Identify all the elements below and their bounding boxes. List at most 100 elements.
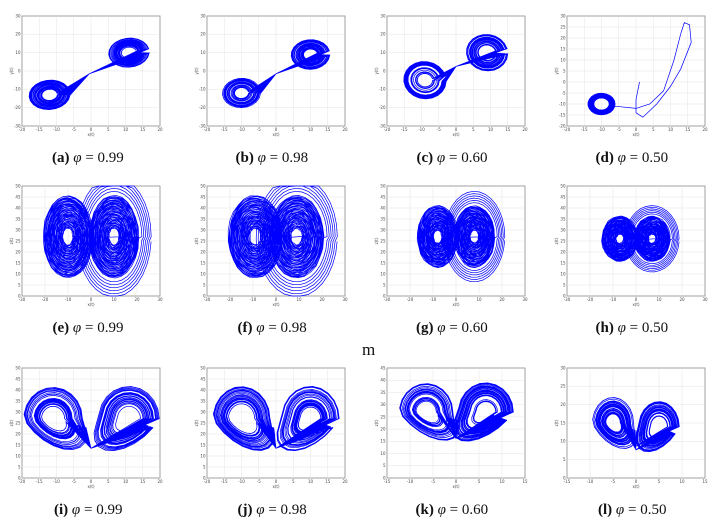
y-tick-label: 30 — [380, 13, 386, 18]
x-tick-label: 10 — [308, 479, 314, 484]
x-tick-label: 5 — [478, 479, 481, 484]
chart-svg: -20 -15 -10 -5 0 5 10 15 20 -20 -15 -10 -5 0 5 10 15 20 25… — [554, 13, 708, 137]
x-tick-label: 5 — [107, 127, 110, 132]
caption-equals: = — [85, 150, 94, 166]
y-tick-label: 0 — [383, 68, 386, 73]
y-tick-label: 10 — [380, 451, 386, 456]
caption-equals: = — [629, 320, 639, 336]
x-tick-label: 0 — [90, 479, 93, 484]
y-tick-label: 0 — [203, 68, 206, 73]
trajectory-line — [403, 34, 509, 100]
y-tick-label: 0 — [203, 475, 206, 480]
caption-equals: = — [268, 502, 277, 518]
y-tick-label: 40 — [380, 378, 386, 383]
x-tick-label: -20 — [407, 297, 414, 302]
chart-svg: -15 -10 -5 0 5 10 15 0 5 10 15 20 25 30 35 40 45 x(t) z(t) — [374, 365, 528, 489]
chart-svg: -20 -15 -10 -5 0 5 10 15 20-30-20-100102030x(t)y… — [374, 13, 528, 137]
phi-symbol: φ — [437, 320, 446, 336]
x-tick-label: -10 — [407, 479, 414, 484]
x-tick-label: -15 — [564, 479, 571, 484]
x-tick-label: -10 — [53, 479, 60, 484]
phi-symbol: φ — [257, 150, 266, 166]
x-tick-label: 5 — [107, 479, 110, 484]
x-tick-label: -20 — [19, 479, 26, 484]
chart-panel-7: -30 -20 -10 0 10 20 30 0 5 10 15 20 25 30 35 40 45 50 x(t)… — [554, 183, 709, 308]
x-tick-label: 15 — [325, 479, 331, 484]
y-tick-label: 45 — [15, 376, 21, 381]
x-tick-label: -15 — [401, 127, 408, 132]
y-tick-label: 25 — [560, 384, 566, 389]
phi-value: 0.99 — [96, 502, 123, 518]
y-tick-label: 30 — [560, 13, 566, 18]
x-tick-label: 30 — [157, 297, 163, 302]
y-tick-label: 5 — [203, 282, 206, 287]
phi-value: 0.50 — [641, 320, 669, 336]
y-tick-label: 5 — [563, 457, 566, 462]
y-tick-label: 10 — [15, 50, 21, 55]
x-tick-label: -15 — [36, 479, 43, 484]
phi-symbol: φ — [617, 150, 626, 166]
phi-symbol: φ — [617, 320, 626, 336]
y-tick-label: 30 — [15, 13, 21, 18]
phi-value: 0.60 — [461, 502, 489, 518]
x-tick-label: 15 — [140, 479, 146, 484]
panel-caption: (h) φ = 0.50 — [596, 320, 669, 337]
y-tick-label: 15 — [560, 420, 566, 425]
y-tick-label: 50 — [380, 183, 386, 188]
trajectory-line — [601, 205, 680, 273]
panel-caption: (i) φ = 0.99 — [54, 502, 122, 519]
caption-equals: = — [449, 320, 458, 336]
y-tick-label: 0 — [563, 79, 566, 84]
x-tick-label: 30 — [702, 297, 708, 302]
y-tick-label: 25 — [560, 238, 566, 243]
x-tick-label: -5 — [437, 127, 441, 132]
x-tick-label: 15 — [325, 127, 331, 132]
y-tick-label: 25 — [15, 420, 21, 425]
x-axis-label: x(t) — [452, 302, 459, 307]
y-tick-label: 30 — [380, 227, 386, 232]
y-tick-label: 20 — [15, 249, 21, 254]
x-tick-label: -10 — [418, 127, 425, 132]
y-tick-label: 20 — [560, 35, 566, 40]
x-tick-label: 0 — [635, 297, 638, 302]
x-tick-label: -20 — [42, 297, 49, 302]
caption-equals: = — [83, 502, 93, 518]
trajectory-line — [592, 397, 680, 453]
y-axis-label: y(t) — [194, 67, 199, 74]
x-tick-label: -30 — [204, 297, 211, 302]
y-tick-label: 5 — [563, 68, 566, 73]
trajectory-line — [587, 22, 692, 118]
chart-svg: -30 -20 -10 0 10 20 30 0 5 10 15 20 25 30 35 40 45 50 x(t)… — [9, 183, 163, 307]
x-tick-label: -10 — [587, 479, 594, 484]
y-tick-label: 10 — [15, 271, 21, 276]
x-axis-label: x(t) — [272, 302, 279, 307]
x-tick-label: 5 — [292, 127, 295, 132]
x-tick-label: -5 — [257, 127, 261, 132]
caption-label: (j) — [237, 502, 253, 518]
x-tick-label: 10 — [123, 479, 129, 484]
trajectory-line — [28, 37, 150, 110]
y-tick-label: 30 — [15, 227, 21, 232]
y-tick-label: -30 — [379, 123, 386, 128]
y-tick-label: 10 — [200, 271, 206, 276]
y-tick-label: 10 — [560, 271, 566, 276]
y-tick-label: 45 — [560, 194, 566, 199]
x-tick-label: -15 — [221, 127, 228, 132]
caption-label: (a) — [52, 150, 70, 166]
y-tick-label: 30 — [200, 409, 206, 414]
phi-symbol: φ — [256, 320, 265, 336]
x-tick-label: -5 — [617, 127, 621, 132]
chart-svg: -20 -15 -10 -5 0 5 10 15 20-30-20-100102030x(t)y… — [194, 13, 348, 137]
x-tick-label: 30 — [522, 297, 528, 302]
x-tick-label: 20 — [157, 127, 163, 132]
caption-equals: = — [629, 150, 639, 166]
y-tick-label: 50 — [200, 365, 206, 370]
phi-value: 0.98 — [281, 150, 309, 166]
x-axis-label: x(t) — [272, 484, 279, 489]
y-tick-label: 15 — [200, 442, 206, 447]
y-tick-label: 5 — [563, 282, 566, 287]
y-tick-label: 10 — [200, 453, 206, 458]
y-tick-label: 35 — [380, 390, 386, 395]
phi-value: 0.60 — [461, 150, 488, 166]
y-tick-label: -30 — [14, 123, 21, 128]
